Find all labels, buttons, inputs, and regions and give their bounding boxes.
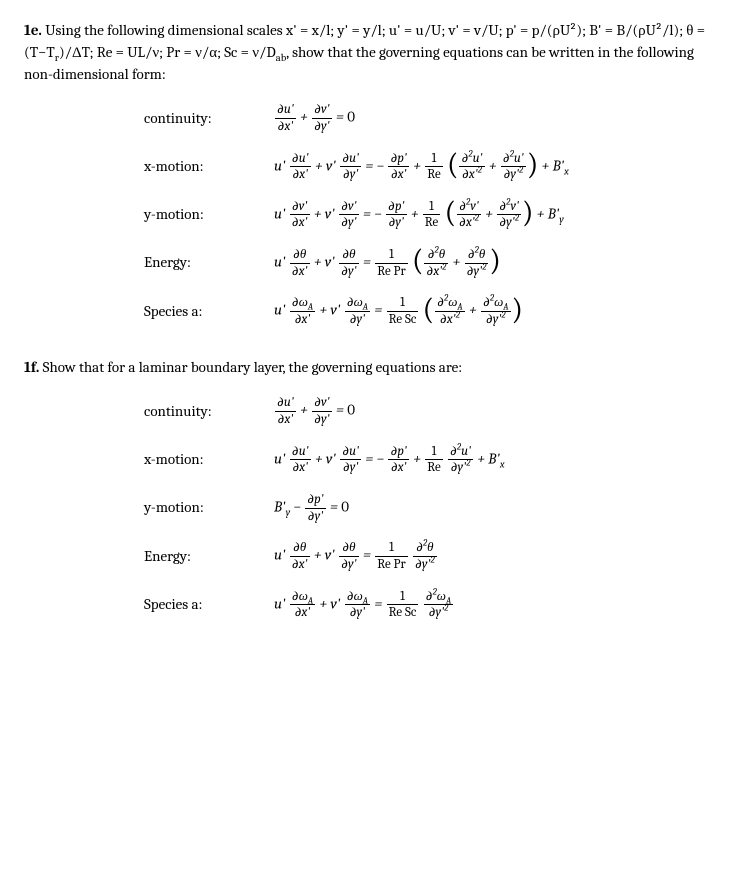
eq-body: u' ∂u'∂x' + v' ∂u'∂y' = − ∂p'∂x' + 1Re ∂… [274, 445, 505, 475]
eq-label: Energy: [144, 546, 274, 568]
intro-text-1f: Show that for a laminar boundary layer, … [43, 358, 462, 376]
eq-body: u' ∂u'∂x' + v' ∂u'∂y' = − ∂p'∂x' + 1Re (… [274, 152, 569, 182]
eq-row: y-motion: B'y − ∂p'∂y' = 0 [144, 493, 726, 523]
eq-label: Energy: [144, 252, 274, 274]
eq-label: x-motion: [144, 156, 274, 178]
eq-row: x-motion: u' ∂u'∂x' + v' ∂u'∂y' = − ∂p'∂… [144, 445, 726, 475]
eq-row: Species a: u' ∂ωA∂x' + v' ∂ωA∂y' = 1Re S… [144, 590, 726, 620]
eq-body: u' ∂θ∂x' + v' ∂θ∂y' = 1Re Pr ∂2θ∂y'2 [274, 541, 438, 571]
eq-label: y-motion: [144, 497, 274, 519]
equations-1f: continuity: ∂u'∂x' + ∂v'∂y' = 0 x-motion… [144, 396, 726, 619]
eq-body: ∂u'∂x' + ∂v'∂y' = 0 [274, 103, 355, 133]
eq-body: u' ∂ωA∂x' + v' ∂ωA∂y' = 1Re Sc ∂2ωA∂y'2 [274, 590, 454, 620]
eq-label: continuity: [144, 401, 274, 423]
lead-1e: 1e. [24, 21, 42, 39]
eq-label: Species a: [144, 594, 274, 616]
problem-1e-intro: 1e. Using the following dimensional scal… [24, 20, 726, 85]
eq-label: x-motion: [144, 449, 274, 471]
eq-label: continuity: [144, 108, 274, 130]
lead-1f: 1f. [24, 358, 39, 376]
eq-row: Species a: u' ∂ωA∂x' + v' ∂ωA∂y' = 1Re S… [144, 296, 726, 326]
eq-body: u' ∂v'∂x' + v' ∂v'∂y' = − ∂p'∂y' + 1Re (… [274, 200, 564, 230]
eq-row: Energy: u' ∂θ∂x' + v' ∂θ∂y' = 1Re Pr (∂2… [144, 248, 726, 278]
eq-row: x-motion: u' ∂u'∂x' + v' ∂u'∂y' = − ∂p'∂… [144, 152, 726, 182]
eq-row: continuity: ∂u'∂x' + ∂v'∂y' = 0 [144, 396, 726, 426]
intro-text-1e: Using the following dimensional scales x… [24, 21, 705, 83]
eq-row: y-motion: u' ∂v'∂x' + v' ∂v'∂y' = − ∂p'∂… [144, 200, 726, 230]
eq-label: y-motion: [144, 204, 274, 226]
eq-body: u' ∂ωA∂x' + v' ∂ωA∂y' = 1Re Sc (∂2ωA∂x'2… [274, 296, 523, 326]
eq-body: B'y − ∂p'∂y' = 0 [274, 493, 349, 523]
eq-row: Energy: u' ∂θ∂x' + v' ∂θ∂y' = 1Re Pr ∂2θ… [144, 541, 726, 571]
equations-1e: continuity: ∂u'∂x' + ∂v'∂y' = 0 x-motion… [144, 103, 726, 326]
eq-row: continuity: ∂u'∂x' + ∂v'∂y' = 0 [144, 103, 726, 133]
problem-1f-intro: 1f. Show that for a laminar boundary lay… [24, 357, 726, 379]
eq-label: Species a: [144, 301, 274, 323]
eq-body: u' ∂θ∂x' + v' ∂θ∂y' = 1Re Pr (∂2θ∂x'2 + … [274, 248, 501, 278]
eq-body: ∂u'∂x' + ∂v'∂y' = 0 [274, 396, 355, 426]
